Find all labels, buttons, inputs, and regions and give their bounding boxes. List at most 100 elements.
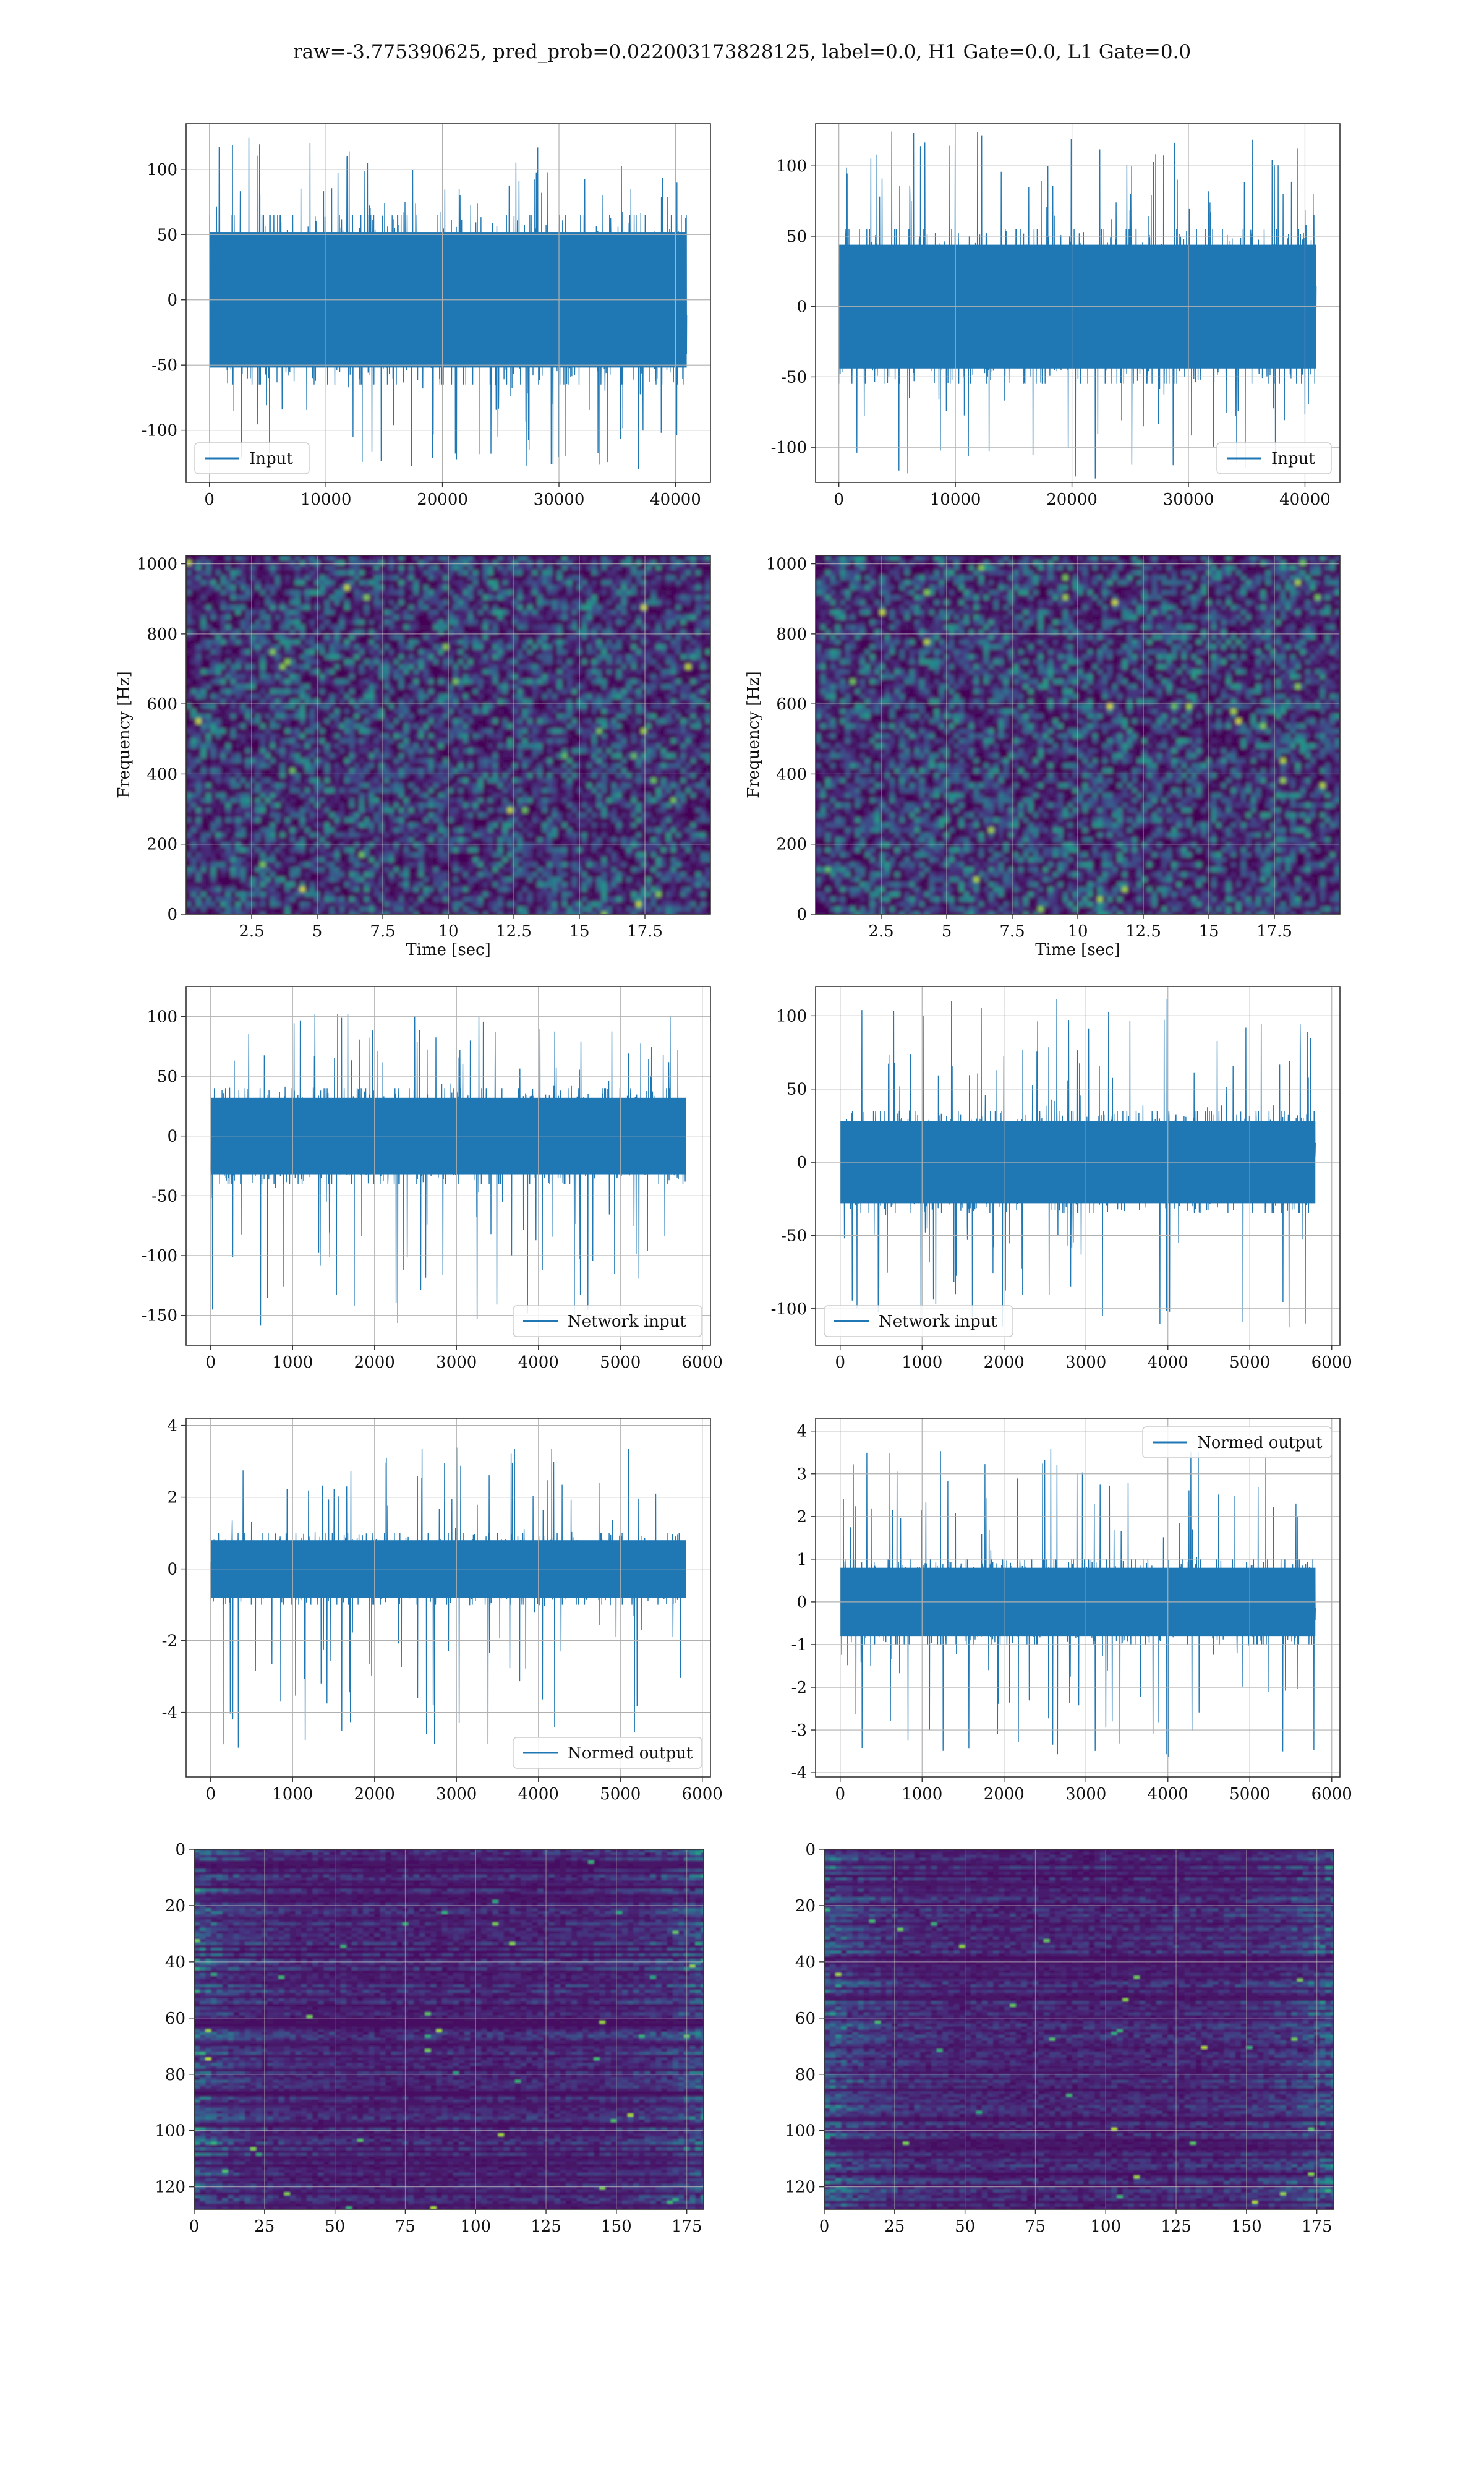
y-tick-label: 2 (796, 1508, 807, 1526)
grid-lines (816, 124, 1340, 482)
heatmap-cells (194, 1849, 704, 2209)
x-tick-label: 5 (942, 922, 952, 941)
axes-frame (815, 986, 1341, 1346)
x-tick-label: 100 (460, 2217, 491, 2236)
x-tick-label: 125 (1161, 2217, 1192, 2236)
heatmap-cells (816, 555, 1340, 914)
axes-frame (815, 1418, 1341, 1778)
chart-row5-right: 0 25 50 75 100 125 150 175 0 20 40 60 80 100 120 (785, 1841, 1334, 2236)
y-tick-label: -50 (781, 1226, 807, 1245)
y-tick-label: 100 (155, 2122, 186, 2141)
chart-row3-left: 0 1000 2000 3000 4000 5000 6000 -150 -100 -50 0 50 1… (142, 986, 723, 1372)
legend-box (513, 1737, 702, 1769)
y-tick-label: -1 (791, 1636, 807, 1654)
y-tick-label: 1 (796, 1551, 807, 1569)
figure-title: raw=-3.775390625, pred_prob=0.0220031738… (0, 41, 1484, 63)
ticks: 0 10000 20000 30000 40000 -100 -50 0 50 100 (771, 157, 1331, 509)
y-tick-label: 40 (165, 1953, 186, 1972)
y-tick-label: 0 (167, 291, 177, 310)
axes-frame (186, 1418, 711, 1778)
x-tick-label: 4000 (1148, 1353, 1188, 1372)
x-tick-label: 1000 (272, 1353, 313, 1372)
y-tick-label: 20 (165, 1897, 186, 1915)
x-axis-label: Time [sec] (1035, 941, 1120, 959)
heatmap-cells (186, 555, 710, 914)
y-tick-label: -50 (151, 356, 177, 375)
x-tick-label: 30000 (534, 490, 585, 509)
plot-area (840, 1449, 1316, 1758)
y-tick-label: 100 (776, 1007, 807, 1025)
x-tick-label: 1000 (902, 1785, 942, 1804)
ticks: 0 25 50 75 100 125 150 175 0 20 40 60 80 100 120 (785, 1841, 1332, 2236)
y-tick-label: 50 (787, 228, 807, 246)
series-line (210, 1447, 686, 1748)
y-tick-label: 4 (796, 1423, 807, 1441)
x-tick-label: 10000 (301, 490, 352, 509)
axes-frame (824, 1849, 1334, 2210)
x-tick-label: 2000 (354, 1785, 395, 1804)
x-tick-label: 50 (955, 2217, 975, 2236)
x-tick-label: 3000 (1065, 1785, 1106, 1804)
x-tick-label: 6000 (682, 1785, 723, 1804)
legend-box (1142, 1426, 1332, 1458)
y-tick-label: 400 (776, 765, 807, 784)
x-tick-label: 30000 (1163, 490, 1214, 509)
y-tick-label: 100 (147, 161, 177, 179)
x-tick-label: 15 (569, 922, 589, 941)
legend: Network input (824, 1305, 1013, 1337)
x-tick-label: 0 (205, 1353, 216, 1372)
ticks: 0 10000 20000 30000 40000 -100 -50 0 50 100 (142, 161, 701, 509)
axes-frame (186, 123, 711, 483)
y-tick-label: 0 (175, 1841, 186, 1859)
x-tick-label: 10000 (930, 490, 981, 509)
x-tick-label: 3000 (436, 1785, 477, 1804)
legend: Network input (513, 1305, 702, 1337)
chart-row1-left: 0 10000 20000 30000 40000 -100 -50 0 50 100 Input (142, 123, 711, 509)
ticks: 0 1000 2000 3000 4000 5000 6000 -4 -2 0 2 4 (162, 1417, 723, 1804)
plot-area (824, 1849, 1334, 2209)
legend: Normed output (1142, 1426, 1332, 1458)
x-tick-label: 3000 (1065, 1353, 1106, 1372)
x-tick-label: 10 (438, 922, 458, 941)
y-tick-label: 50 (157, 226, 177, 244)
x-tick-label: 20000 (417, 490, 468, 509)
y-tick-label: -50 (781, 368, 807, 387)
x-tick-label: 15 (1198, 922, 1219, 941)
y-tick-label: 100 (776, 157, 807, 176)
y-tick-label: 80 (795, 2066, 816, 2084)
x-tick-label: 40000 (650, 490, 701, 509)
x-tick-label: 125 (531, 2217, 561, 2236)
y-tick-label: -2 (791, 1679, 807, 1697)
grid-lines (186, 124, 710, 482)
y-tick-label: 2 (167, 1489, 177, 1507)
y-tick-label: 0 (167, 1128, 177, 1146)
y-tick-label: 0 (796, 905, 807, 924)
y-tick-label: 800 (147, 625, 177, 644)
legend: Normed output (513, 1737, 702, 1769)
x-tick-label: 75 (395, 2217, 416, 2236)
x-tick-label: 2.5 (868, 922, 893, 941)
x-tick-label: 5000 (600, 1785, 641, 1804)
chart-row2-left: 2.5 5 7.5 10 12.5 15 17.5 0 200 400 600 800 1000 Time… (115, 555, 711, 959)
x-tick-label: 5 (312, 922, 323, 941)
grid-lines (186, 1418, 710, 1777)
x-tick-label: 17.5 (1256, 922, 1292, 941)
legend-label: Normed output (568, 1744, 693, 1763)
y-tick-label: 1000 (766, 555, 807, 574)
plot-area (186, 555, 710, 914)
legend-label: Normed output (1197, 1434, 1323, 1452)
x-tick-label: 2.5 (239, 922, 264, 941)
y-tick-label: 50 (787, 1081, 807, 1099)
x-tick-label: 0 (204, 490, 215, 509)
x-tick-label: 2000 (984, 1785, 1025, 1804)
x-tick-label: 175 (1302, 2217, 1333, 2236)
plot-area (210, 1447, 686, 1748)
x-tick-label: 4000 (518, 1785, 559, 1804)
y-tick-label: 4 (167, 1417, 177, 1436)
x-tick-label: 2000 (354, 1353, 395, 1372)
ticks: 0 25 50 75 100 125 150 175 0 20 40 60 80 100 120 (155, 1841, 702, 2236)
legend-box (513, 1305, 702, 1337)
legend: Input (1216, 442, 1332, 474)
axes-frame (186, 986, 711, 1346)
legend-box (194, 442, 310, 474)
